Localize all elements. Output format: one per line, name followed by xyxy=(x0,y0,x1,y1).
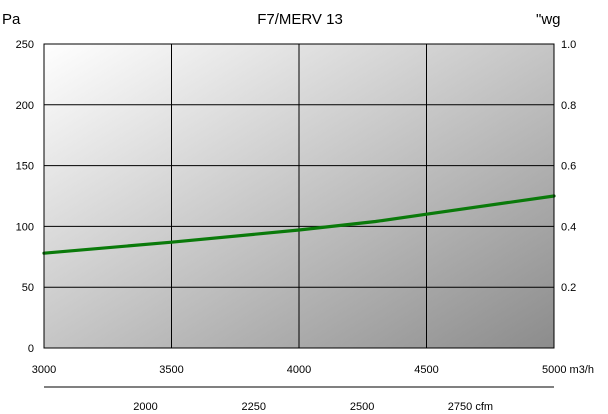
pressure-drop-series-line xyxy=(42,194,556,255)
right-y-tick-label: 1.0 xyxy=(561,39,576,51)
right-y-tick-label: 0.4 xyxy=(561,221,576,233)
x-secondary-tick-label: 2000 xyxy=(133,401,157,413)
x-primary-tick-label: 4500 xyxy=(414,364,438,376)
left-y-tick-label: 200 xyxy=(16,100,34,112)
x-secondary-ticks: 2000 2250 2500 2750 cfm xyxy=(133,401,493,413)
x-secondary-tick-label: 2250 xyxy=(242,401,266,413)
right-y-tick-label: 0.2 xyxy=(561,282,576,294)
left-y-tick-label: 0 xyxy=(28,343,34,355)
x-primary-tick-label: 3000 xyxy=(32,364,56,376)
left-y-tick-label: 100 xyxy=(16,221,34,233)
right-unit-label: "wg xyxy=(536,11,561,28)
left-unit-label: Pa xyxy=(2,11,21,28)
right-y-tick-label: 0.8 xyxy=(561,100,576,112)
right-y-tick-label: 0.6 xyxy=(561,161,576,173)
x-primary-tick-label: 4000 xyxy=(287,364,311,376)
x-secondary-tick-label: 2750 cfm xyxy=(448,401,493,413)
x-primary-ticks: 3000 3500 4000 4500 5000 m3/h xyxy=(32,364,594,376)
plot-frame xyxy=(43,43,555,349)
x-primary-tick-label: 3500 xyxy=(159,364,183,376)
left-y-tick-label: 250 xyxy=(16,39,34,51)
series-layer xyxy=(42,194,556,255)
left-y-ticks: 0 50 100 150 200 250 xyxy=(16,39,34,355)
x-secondary-tick-label: 2500 xyxy=(350,401,374,413)
left-y-tick-label: 50 xyxy=(22,282,34,294)
chart-title: F7/MERV 13 xyxy=(257,11,343,28)
right-y-ticks: 0.2 0.4 0.6 0.8 1.0 xyxy=(561,39,576,294)
left-y-tick-label: 150 xyxy=(16,161,34,173)
x-primary-tick-label: 5000 m3/h xyxy=(542,364,594,376)
